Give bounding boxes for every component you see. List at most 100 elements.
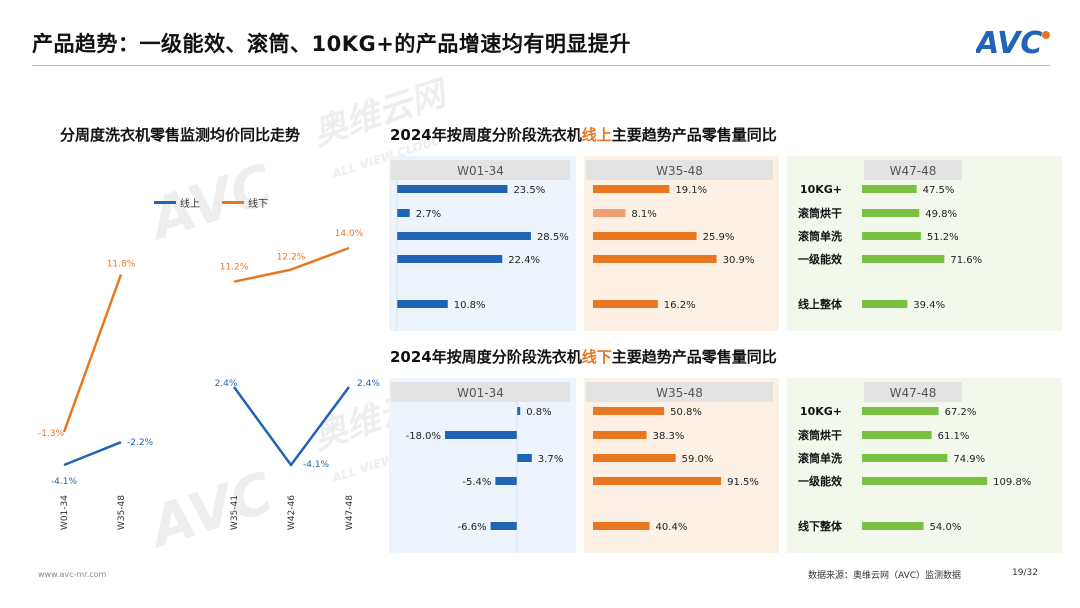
- bar-value-label: 38.3%: [653, 431, 685, 442]
- category-label: 滚筒单洗: [798, 451, 842, 465]
- bar-value-label: 0.8%: [526, 407, 551, 418]
- bar: [862, 209, 920, 217]
- bar-value-label: 91.5%: [727, 477, 759, 488]
- bar-value-label: 39.4%: [913, 300, 945, 311]
- category-label: 10KG+: [800, 405, 842, 418]
- legend-online-swatch: [154, 201, 176, 204]
- legend-offline-label: 线下: [248, 199, 268, 210]
- bar: [490, 522, 517, 530]
- online-panel-title: 2024年按周度分阶段洗衣机线上主要趋势产品零售量同比: [390, 126, 777, 144]
- avc-logo: AVC: [976, 26, 1050, 60]
- bar: [593, 232, 697, 240]
- bar-value-label: 109.8%: [993, 477, 1031, 488]
- bar-value-label: 23.5%: [513, 185, 545, 196]
- category-label: 线下整体: [798, 519, 843, 533]
- legend-offline: 线下: [222, 195, 268, 210]
- footer-source: 数据来源：奥维云网（AVC）监测数据: [808, 571, 962, 581]
- bar: [593, 477, 722, 485]
- footer-website: www.avc-mr.com: [38, 570, 107, 579]
- category-label: 滚筒烘干: [798, 428, 842, 442]
- bar: [862, 522, 924, 530]
- panel-header: [391, 382, 570, 402]
- bar-value-label: 10.8%: [454, 300, 486, 311]
- bar: [593, 407, 665, 415]
- category-label: 滚筒烘干: [798, 206, 842, 220]
- bar: [593, 454, 676, 462]
- bar-value-label: -5.4%: [462, 477, 491, 488]
- bar: [862, 431, 932, 439]
- bar-value-label: 71.6%: [950, 255, 982, 266]
- bar-value-label: 47.5%: [923, 185, 955, 196]
- bar-value-label: 8.1%: [631, 209, 656, 220]
- bar: [862, 477, 988, 485]
- bar: [862, 300, 908, 308]
- bar: [593, 209, 626, 217]
- bar: [593, 255, 717, 263]
- bar: [862, 454, 948, 462]
- page-number: 19/32: [1012, 568, 1038, 578]
- category-label: 一级能效: [798, 252, 843, 266]
- bar: [593, 185, 670, 193]
- logo-text: AVC: [976, 26, 1042, 60]
- bar: [397, 232, 531, 240]
- bar: [517, 454, 532, 462]
- bar-value-label: 74.9%: [953, 454, 985, 465]
- bar: [593, 300, 658, 308]
- panel-header: [864, 382, 962, 402]
- panel-header: [391, 160, 570, 180]
- panel-header: [586, 160, 773, 180]
- bar-value-label: 49.8%: [925, 209, 957, 220]
- bar: [397, 185, 508, 193]
- legend-online: 线上: [154, 195, 200, 210]
- category-label: 10KG+: [800, 183, 842, 196]
- bar-value-label: 30.9%: [723, 255, 755, 266]
- left-chart-title: 分周度洗衣机零售监测均价同比走势: [60, 126, 301, 144]
- bar-value-label: 16.2%: [664, 300, 696, 311]
- category-label: 一级能效: [798, 474, 843, 488]
- panel-header: [586, 382, 773, 402]
- offline-panel-title: 2024年按周度分阶段洗衣机线下主要趋势产品零售量同比: [390, 348, 777, 366]
- bar: [593, 522, 650, 530]
- bar: [862, 185, 917, 193]
- bar-value-label: 50.8%: [670, 407, 702, 418]
- panel-header-label: W01-34: [457, 386, 504, 400]
- bar-value-label: 59.0%: [682, 454, 714, 465]
- legend-offline-swatch: [222, 201, 244, 204]
- panel-header: [864, 160, 962, 180]
- panel-background: [787, 156, 1062, 331]
- bar-value-label: 54.0%: [930, 522, 962, 533]
- panel-header-label: W47-48: [890, 386, 937, 400]
- bar: [397, 300, 448, 308]
- panel-header-label: W35-48: [656, 386, 703, 400]
- bar: [862, 255, 945, 263]
- bar: [517, 407, 521, 415]
- bar-value-label: 51.2%: [927, 232, 959, 243]
- bar: [862, 407, 939, 415]
- bar: [495, 477, 517, 485]
- bar: [593, 431, 647, 439]
- bar-value-label: 40.4%: [656, 522, 688, 533]
- bar-value-label: 22.4%: [508, 255, 540, 266]
- bar-value-label: 28.5%: [537, 232, 569, 243]
- category-label: 滚筒单洗: [798, 229, 842, 243]
- bar: [397, 255, 503, 263]
- page-title: 产品趋势：一级能效、滚筒、10KG+的产品增速均有明显提升: [32, 32, 631, 56]
- panel-header-label: W01-34: [457, 164, 504, 178]
- category-label: 线上整体: [798, 297, 843, 311]
- bar-value-label: 25.9%: [703, 232, 735, 243]
- bar-value-label: 2.7%: [416, 209, 441, 220]
- logo-dot: [1042, 31, 1050, 39]
- bar-value-label: 67.2%: [945, 407, 977, 418]
- panel-header-label: W47-48: [890, 164, 937, 178]
- bar: [397, 209, 410, 217]
- panel-header-label: W35-48: [656, 164, 703, 178]
- bar-value-label: -6.6%: [458, 522, 487, 533]
- bar-value-label: -18.0%: [406, 431, 441, 442]
- bar: [862, 232, 921, 240]
- bar-value-label: 3.7%: [538, 454, 563, 465]
- bar-value-label: 19.1%: [675, 185, 707, 196]
- title-divider: [32, 65, 1050, 66]
- bar: [445, 431, 517, 439]
